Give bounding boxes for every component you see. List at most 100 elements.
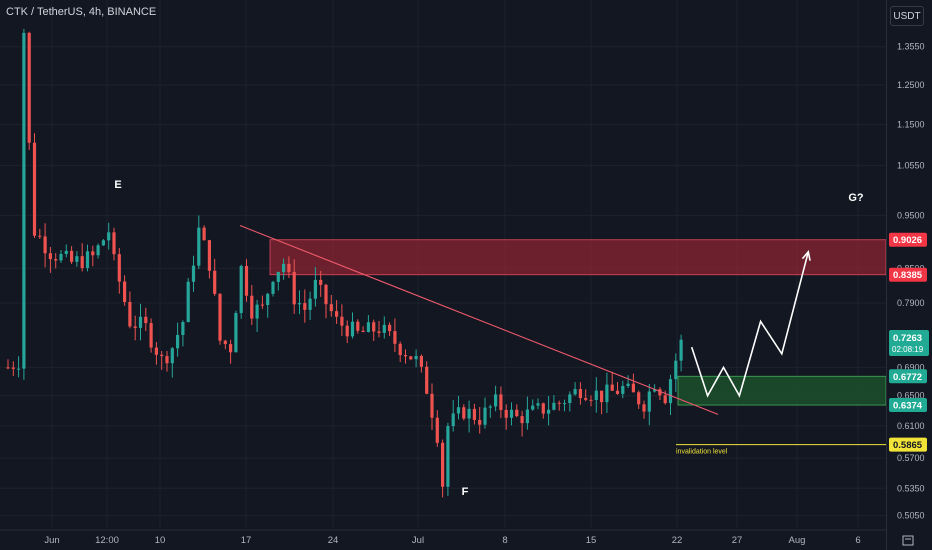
candle-body bbox=[138, 316, 143, 328]
candle-body bbox=[653, 389, 657, 392]
descending-trendline bbox=[239, 225, 719, 415]
candle-body bbox=[170, 348, 174, 364]
support-zone bbox=[677, 375, 887, 406]
candle-body bbox=[525, 409, 529, 424]
x-tick-label: 22 bbox=[672, 535, 683, 546]
candle-body bbox=[674, 360, 678, 380]
candle-body bbox=[324, 284, 328, 305]
x-tick-label: Jun bbox=[44, 535, 59, 546]
candle-body bbox=[123, 281, 127, 302]
y-tick-label: 0.5350 bbox=[897, 483, 925, 493]
candle-body bbox=[64, 250, 68, 254]
projection-path bbox=[690, 251, 810, 398]
candle-body bbox=[144, 316, 148, 324]
candle-body bbox=[494, 394, 498, 407]
candle-body bbox=[75, 256, 79, 262]
candle-body bbox=[213, 270, 217, 294]
price-tag-support-high: 0.6772 bbox=[893, 372, 922, 383]
price-tag-invalidation-bg bbox=[889, 437, 927, 452]
candle-body bbox=[626, 383, 630, 387]
candle-body bbox=[186, 281, 190, 323]
y-tick-label: 0.9500 bbox=[897, 210, 925, 220]
candle-body bbox=[154, 347, 158, 355]
candle-body bbox=[600, 390, 604, 403]
candle-body bbox=[133, 326, 137, 328]
candle-body bbox=[372, 322, 376, 332]
candle-body bbox=[260, 304, 264, 306]
candle-body bbox=[547, 409, 551, 414]
candle-body bbox=[589, 399, 593, 401]
candle-body bbox=[48, 253, 52, 260]
candle-body bbox=[610, 384, 614, 391]
candle-body bbox=[504, 409, 508, 418]
candle-body bbox=[631, 383, 635, 393]
currency-button[interactable]: USDT bbox=[890, 6, 924, 26]
candle-body bbox=[541, 403, 545, 414]
candle-body bbox=[59, 253, 63, 261]
candle-body bbox=[615, 390, 620, 394]
candle-body bbox=[451, 413, 455, 427]
candle-body bbox=[552, 402, 556, 410]
candle-body bbox=[112, 232, 116, 255]
candle-body bbox=[54, 259, 58, 261]
candle-body bbox=[441, 442, 445, 487]
candle-body bbox=[191, 265, 196, 282]
candle-body bbox=[446, 426, 450, 487]
candle-body bbox=[266, 293, 270, 306]
candle-body bbox=[467, 408, 471, 419]
candle-body bbox=[38, 235, 42, 237]
x-tick-label: Aug bbox=[789, 535, 806, 546]
candle-body bbox=[6, 367, 10, 369]
candle-body bbox=[117, 254, 121, 282]
candle-body bbox=[91, 251, 95, 256]
candle-body bbox=[17, 368, 21, 370]
invalidation-label: invalidation level bbox=[676, 449, 728, 456]
candle-body bbox=[658, 389, 662, 396]
candle-body bbox=[101, 240, 105, 246]
candle-body bbox=[308, 298, 312, 310]
candle-body bbox=[160, 354, 164, 357]
candle-body bbox=[229, 344, 233, 353]
countdown-label: 02:08:19 bbox=[892, 345, 924, 354]
price-tag-zone-low: 0.8385 bbox=[893, 270, 923, 281]
candle-body bbox=[361, 330, 365, 332]
y-tick-label: 0.6100 bbox=[897, 421, 925, 431]
candle-body bbox=[430, 393, 434, 418]
candle-body bbox=[276, 272, 280, 282]
candle-body bbox=[165, 356, 169, 364]
candle-body bbox=[287, 263, 291, 272]
candle-body bbox=[499, 394, 503, 410]
candle-body bbox=[107, 232, 111, 241]
y-tick-label: 1.0550 bbox=[897, 161, 925, 171]
candle-body bbox=[96, 245, 100, 256]
candle-body bbox=[647, 391, 651, 412]
y-tick-label: 0.5700 bbox=[897, 453, 925, 463]
x-tick-label: Jul bbox=[412, 535, 424, 546]
candle-body bbox=[509, 409, 514, 418]
resistance-zone bbox=[269, 239, 887, 276]
candle-body bbox=[255, 304, 259, 319]
candle-body bbox=[462, 407, 466, 419]
candle-body bbox=[557, 402, 561, 404]
candle-body bbox=[536, 403, 540, 406]
x-tick-label: 27 bbox=[732, 535, 743, 546]
candle-body bbox=[282, 263, 286, 273]
candle-body bbox=[11, 367, 15, 369]
candle-body bbox=[340, 316, 344, 326]
candle-body bbox=[313, 279, 317, 299]
y-tick-label: 0.5050 bbox=[897, 511, 925, 521]
x-tick-label: 10 bbox=[155, 535, 166, 546]
candle-body bbox=[594, 390, 598, 400]
price-tag-support-high-bg bbox=[889, 369, 927, 384]
candle-body bbox=[218, 293, 222, 341]
price-tag-support-low-bg bbox=[889, 398, 927, 413]
candle-body bbox=[409, 356, 413, 360]
wave-label: E bbox=[114, 179, 121, 191]
projection-arrowhead bbox=[801, 250, 811, 261]
y-tick-label: 0.6500 bbox=[897, 391, 925, 401]
candle-body bbox=[234, 313, 238, 353]
x-tick-label: 6 bbox=[855, 535, 860, 546]
candle-body bbox=[456, 407, 461, 414]
